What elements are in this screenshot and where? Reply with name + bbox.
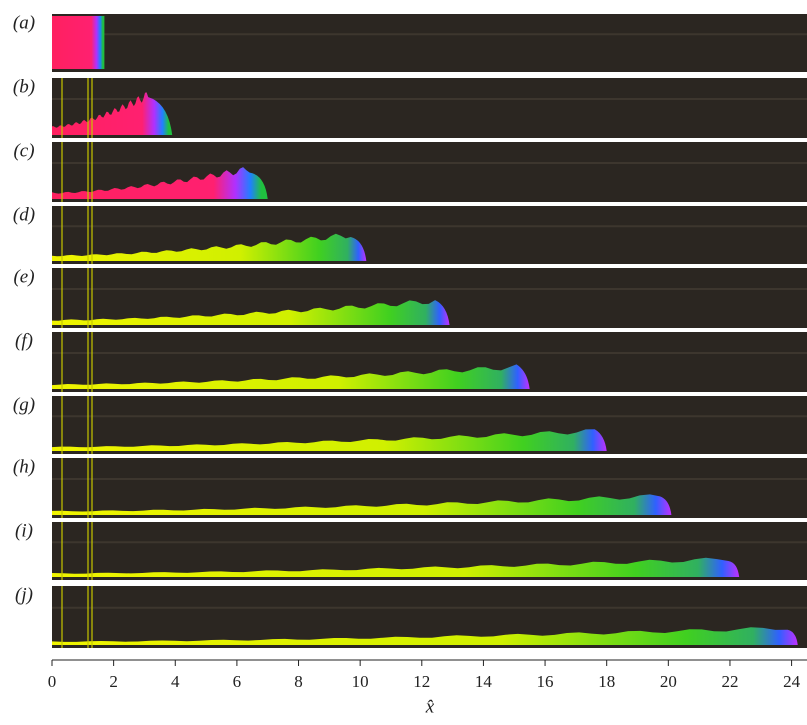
panel-label: (d)	[13, 204, 35, 225]
x-tick-label: 16	[537, 672, 554, 691]
gravity-current	[52, 300, 450, 325]
x-tick-label: 18	[598, 672, 615, 691]
x-axis-label: x̂	[425, 696, 435, 717]
gravity-current	[52, 494, 672, 515]
panel-label: (h)	[13, 456, 35, 477]
gravity-current	[52, 233, 367, 261]
x-tick-label: 22	[721, 672, 738, 691]
gravity-current	[52, 92, 173, 135]
x-tick-label: 24	[783, 672, 801, 691]
x-tick-label: 0	[48, 672, 57, 691]
panel-label: (j)	[15, 584, 33, 605]
gravity-current	[52, 557, 740, 577]
x-tick-label: 14	[475, 672, 493, 691]
x-tick-label: 4	[171, 672, 180, 691]
x-tick-label: 12	[413, 672, 430, 691]
panel-label: (g)	[13, 394, 35, 415]
x-tick-label: 6	[233, 672, 242, 691]
panel-label: (e)	[13, 266, 34, 287]
x-tick-label: 2	[109, 672, 118, 691]
panel-label: (c)	[13, 140, 34, 161]
panel-background	[52, 78, 807, 138]
panel-label: (i)	[15, 520, 33, 541]
gravity-current	[52, 429, 607, 451]
x-tick-label: 8	[294, 672, 303, 691]
panel-label: (a)	[13, 12, 35, 33]
gravity-current	[52, 167, 268, 199]
panel-label: (b)	[13, 76, 35, 97]
gravity-current	[52, 627, 798, 645]
x-tick-label: 10	[352, 672, 369, 691]
panel-label: (f)	[15, 330, 33, 351]
panel-background	[52, 14, 807, 72]
gravity-current	[52, 16, 105, 69]
gravity-current	[52, 364, 530, 389]
x-tick-label: 20	[660, 672, 677, 691]
